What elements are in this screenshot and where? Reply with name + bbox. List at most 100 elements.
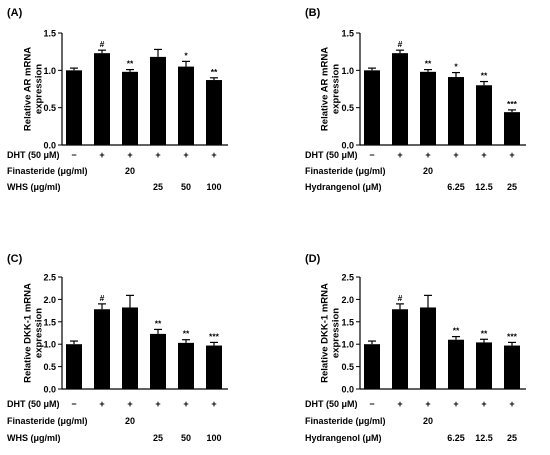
y-tick-label: 1.5: [341, 29, 354, 39]
treatment-cell: 6.25: [447, 182, 465, 192]
y-tick-label: 0.5: [43, 362, 56, 372]
treatment-cell: −: [369, 150, 374, 160]
significance-mark: *: [454, 62, 458, 72]
panel-label: (D): [305, 253, 321, 265]
treatment-row-label: Hydrangenol (μM): [305, 182, 382, 192]
treatment-cell: 25: [507, 433, 517, 443]
y-tick-label: 2.5: [341, 273, 354, 283]
bar: [392, 53, 408, 145]
significance-mark: #: [100, 39, 105, 49]
treatment-cell: +: [183, 399, 188, 409]
significance-mark: **: [453, 326, 460, 336]
treatment-row-label: Finasteride (μg/ml): [305, 166, 386, 176]
bar: [66, 344, 82, 389]
bar: [392, 309, 408, 389]
y-tick-label: 0.5: [341, 362, 354, 372]
treatment-cell: 100: [206, 433, 221, 443]
panel-label: (A): [7, 7, 23, 19]
treatment-cell: +: [397, 399, 402, 409]
bar: [364, 344, 380, 389]
bar: [504, 345, 520, 389]
panel-label: (B): [305, 7, 321, 19]
treatment-row-label: Finasteride (μg/ml): [305, 416, 386, 426]
treatment-cell: +: [211, 399, 216, 409]
chart-panel-b: (B) Relative AR mRNAexpression 0.0 0.5 1.0 1.…: [305, 7, 526, 192]
y-tick-label: 1.0: [341, 340, 354, 350]
treatment-cell: +: [425, 150, 430, 160]
treatment-row-label: WHS (μg/ml): [7, 182, 61, 192]
y-tick-label: 1.0: [341, 66, 354, 76]
treatment-cell: 20: [423, 416, 433, 426]
treatment-cell: +: [155, 399, 160, 409]
treatment-cell: +: [481, 399, 486, 409]
bar: [364, 70, 380, 145]
treatment-cell: +: [453, 399, 458, 409]
treatment-cell: 100: [206, 182, 221, 192]
treatment-cell: +: [127, 399, 132, 409]
treatment-cell: 12.5: [475, 182, 493, 192]
treatment-cell: 20: [423, 166, 433, 176]
y-tick-label: 1.5: [43, 29, 56, 39]
chart-panel-d: (D) Relative DKK-1 mRNAexpression 0.0 0.5 1.…: [305, 253, 526, 443]
y-axis-title-line: Relative AR mRNA: [320, 47, 331, 131]
bar: [94, 53, 110, 145]
bar: [206, 345, 222, 389]
treatment-row-label: DHT (50 μM): [7, 150, 60, 160]
y-tick-label: 0.0: [341, 141, 354, 151]
significance-mark: ***: [209, 331, 220, 341]
chart-panel-c: (C) Relative DKK-1 mRNAexpression 0.0 0.5 1.…: [7, 253, 228, 443]
significance-mark: *: [184, 50, 188, 60]
treatment-cell: 20: [125, 416, 135, 426]
y-axis-title-line: expression: [331, 308, 342, 358]
y-axis-title-line: expression: [34, 308, 45, 358]
bar: [94, 309, 110, 389]
y-tick-label: 1.0: [43, 340, 56, 350]
y-tick-label: 2.5: [43, 273, 56, 283]
treatment-row-label: DHT (50 μM): [7, 399, 60, 409]
y-axis-title-line: Relative DKK-1 mRNA: [320, 283, 331, 383]
bar: [122, 307, 138, 389]
bar: [504, 112, 520, 145]
treatment-row-label: DHT (50 μM): [305, 399, 358, 409]
treatment-cell: −: [71, 150, 76, 160]
y-tick-label: 0.0: [43, 385, 56, 395]
treatment-cell: +: [453, 150, 458, 160]
significance-mark: #: [398, 39, 403, 49]
y-tick-label: 1.5: [43, 317, 56, 327]
bar: [448, 339, 464, 389]
y-tick-label: 1.5: [341, 317, 354, 327]
treatment-cell: +: [211, 150, 216, 160]
treatment-row-label: Hydrangenol (μM): [305, 433, 382, 443]
y-tick-label: 0.0: [341, 385, 354, 395]
y-axis-title: Relative AR mRNAexpression: [23, 47, 45, 131]
treatment-cell: +: [127, 150, 132, 160]
treatment-cell: −: [369, 399, 374, 409]
y-tick-label: 0.0: [43, 141, 56, 151]
y-axis-title-line: expression: [34, 64, 45, 114]
significance-mark: **: [481, 71, 488, 81]
treatment-row-label: DHT (50 μM): [305, 150, 358, 160]
treatment-cell: +: [155, 150, 160, 160]
significance-mark: #: [398, 293, 403, 303]
bar: [448, 77, 464, 145]
significance-mark: ***: [507, 331, 518, 341]
panel-label: (C): [7, 253, 23, 265]
y-tick-label: 2.0: [43, 295, 56, 305]
y-tick-label: 0.5: [43, 103, 56, 113]
bar: [150, 56, 166, 145]
treatment-cell: +: [397, 150, 402, 160]
y-axis-title: Relative AR mRNAexpression: [320, 47, 342, 131]
treatment-cell: +: [99, 150, 104, 160]
treatment-cell: +: [425, 399, 430, 409]
treatment-cell: +: [481, 150, 486, 160]
bar: [206, 80, 222, 145]
bar: [178, 66, 194, 145]
treatment-cell: +: [183, 150, 188, 160]
treatment-cell: 12.5: [475, 433, 493, 443]
treatment-cell: 6.25: [447, 433, 465, 443]
significance-mark: **: [183, 329, 190, 339]
treatment-cell: 50: [181, 433, 191, 443]
chart-panel-a: (A) Relative AR mRNAexpression 0.0 0.5 1.0 1.…: [7, 7, 228, 192]
treatment-row-label: WHS (μg/ml): [7, 433, 61, 443]
